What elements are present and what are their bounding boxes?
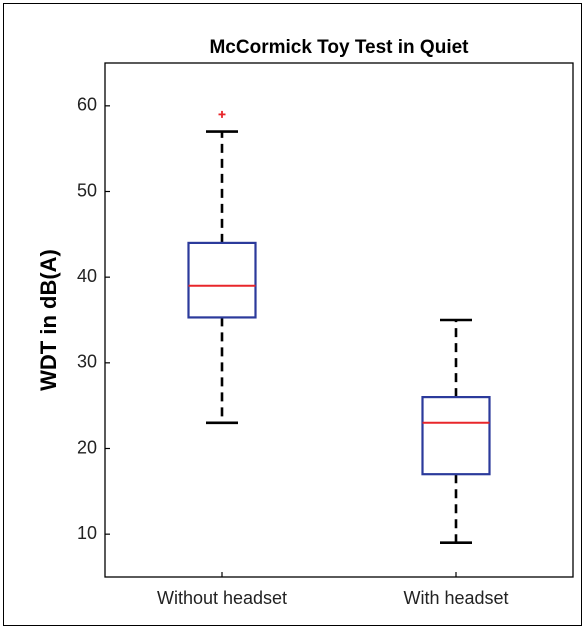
y-tick-label: 30 [77,352,97,372]
y-tick-label: 50 [77,180,97,200]
y-tick-label: 20 [77,437,97,457]
plot-area [104,62,574,578]
box-series [187,110,491,545]
x-axis-ticks: Without headset With headset [157,572,509,608]
y-axis-label: WDT in dB(A) [36,249,61,391]
box-2 [421,318,491,545]
y-tick-label: 60 [77,95,97,115]
y-tick-label: 40 [77,266,97,286]
chart-title: McCormick Toy Test in Quiet [209,37,469,58]
figure-frame [3,3,582,626]
box-iqr [421,396,491,476]
x-tick-label: With headset [403,588,508,608]
box-iqr [187,241,257,319]
box-1 [187,110,257,425]
y-axis-ticks: 10 20 30 40 50 60 [77,95,110,543]
x-tick-label: Without headset [157,588,287,608]
y-tick-label: 10 [77,523,97,543]
